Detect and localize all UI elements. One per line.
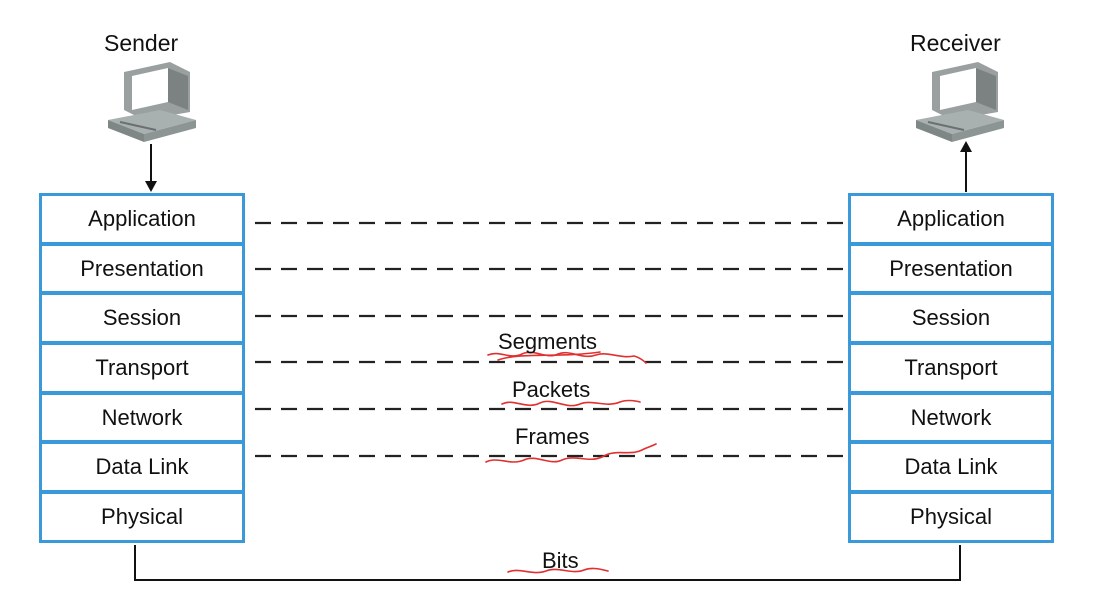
physical-wire — [134, 545, 961, 581]
sender-layer-application: Application — [41, 195, 243, 243]
bits-underline — [507, 567, 609, 574]
packets-underline — [501, 399, 641, 407]
sender-layer-datalink: Data Link — [41, 443, 243, 492]
sender-layer-network: Network — [41, 393, 243, 442]
frames-label: Frames — [515, 424, 590, 449]
sender-layer-physical: Physical — [41, 493, 243, 541]
receiver-layer-physical: Physical — [850, 493, 1052, 541]
packets-label: Packets — [512, 377, 591, 402]
frames-underline — [485, 443, 657, 463]
sender-label: Sender — [104, 30, 179, 56]
receiver-computer-icon — [916, 62, 1004, 142]
receiver-layer-network: Network — [850, 393, 1052, 442]
receiver-layer-session: Session — [850, 294, 1052, 343]
sender-osi-stack: Application Presentation Session Transpo… — [39, 193, 245, 543]
sender-layer-transport: Transport — [41, 344, 243, 392]
receiver-layer-presentation: Presentation — [850, 244, 1052, 293]
receiver-layer-datalink: Data Link — [850, 443, 1052, 492]
receiver-osi-stack: Application Presentation Session Transpo… — [848, 193, 1054, 543]
sender-computer-icon — [108, 62, 196, 142]
receiver-layer-transport: Transport — [850, 344, 1052, 392]
segments-underline-extra — [497, 351, 601, 361]
segments-label: Segments — [498, 329, 598, 354]
receiver-layer-application: Application — [850, 195, 1052, 243]
bits-label: Bits — [542, 548, 579, 573]
arrow-down-icon — [145, 144, 157, 192]
sender-layer-session: Session — [41, 294, 243, 343]
arrow-up-icon — [960, 141, 972, 192]
sender-layer-presentation: Presentation — [41, 244, 243, 293]
receiver-label: Receiver — [910, 30, 1001, 56]
